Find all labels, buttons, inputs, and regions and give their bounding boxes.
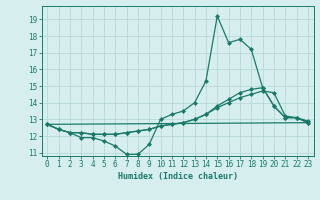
X-axis label: Humidex (Indice chaleur): Humidex (Indice chaleur) <box>118 172 237 181</box>
